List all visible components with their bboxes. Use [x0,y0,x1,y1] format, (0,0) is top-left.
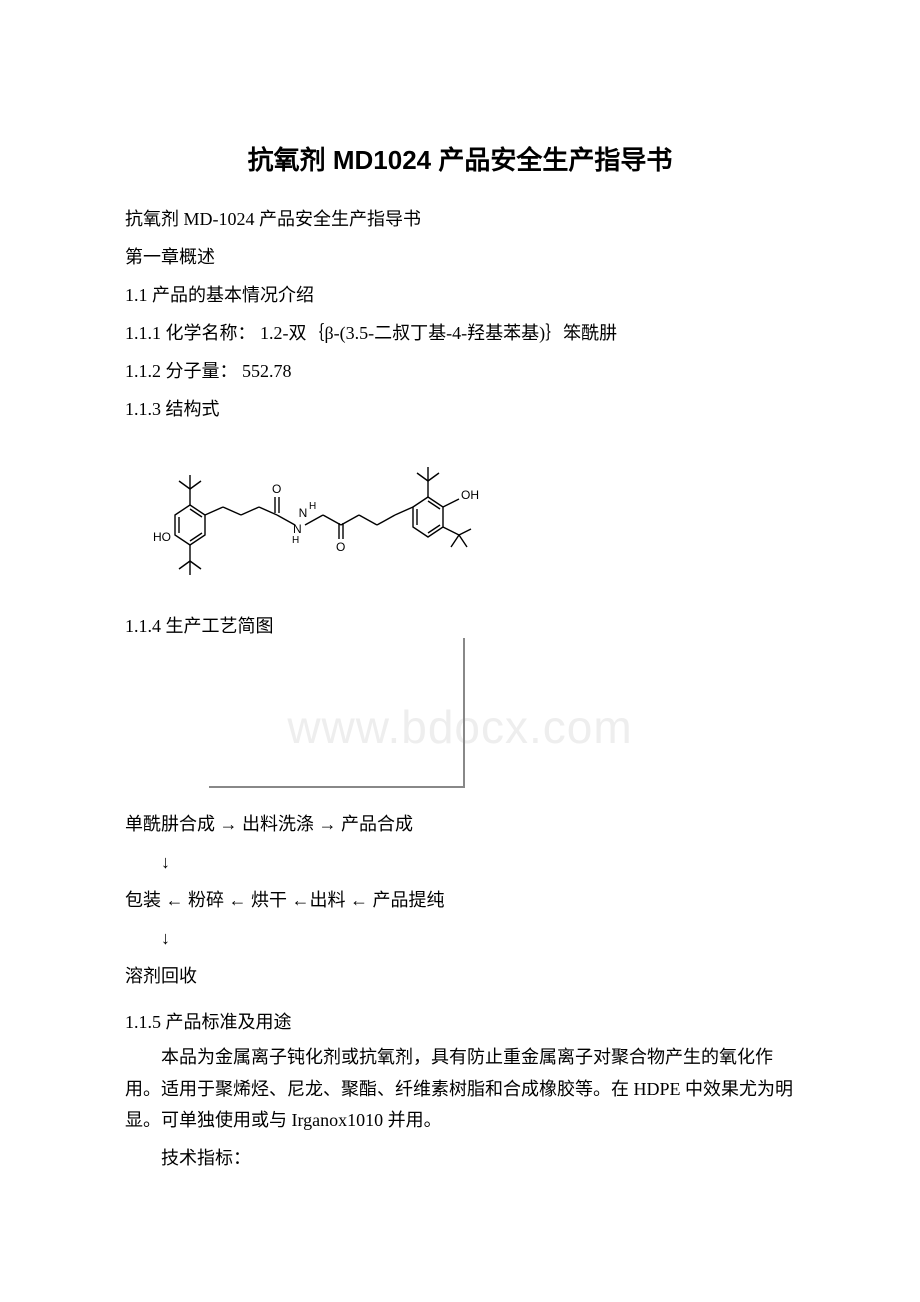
process-line-1: 单酰肼合成 → 出料洗涤 → 产品合成 [125,806,795,842]
label-oh: OH [461,488,479,502]
label-o2: O [336,540,345,554]
chemical-structure-diagram: HO OH O O N N H H [117,437,537,597]
process-arrow-2: ↓ [125,920,795,956]
subtitle-line: 抗氧剂 MD-1024 产品安全生产指导书 [125,201,795,237]
process-arrow-1: ↓ [125,844,795,880]
description-paragraph: 本品为金属离子钝化剂或抗氧剂，具有防止重金属离子对聚合物产生的氧化作用。适用于聚… [125,1042,795,1137]
item-1-1-3: 1.1.3 结构式 [125,391,795,427]
label-h2: H [309,501,316,512]
label-h1: H [292,535,299,546]
process-diagram-box [209,638,465,788]
label-n1: N [293,522,302,536]
page-title: 抗氧剂 MD1024 产品安全生产指导书 [125,140,795,177]
item-1-1-5: 1.1.5 产品标准及用途 [125,1004,795,1040]
document-content: 抗氧剂 MD1024 产品安全生产指导书 抗氧剂 MD-1024 产品安全生产指… [125,140,795,1174]
chapter-heading: 第一章概述 [125,239,795,275]
label-ho: HO [153,530,171,544]
label-n2: N [299,506,308,520]
process-line-2: 包装 ← 粉碎 ← 烘干 ←出料 ← 产品提纯 [125,882,795,918]
spec-heading: 技术指标： [125,1143,795,1175]
section-1-1: 1.1 产品的基本情况介绍 [125,277,795,313]
label-o1: O [272,482,281,496]
item-1-1-1: 1.1.1 化学名称： 1.2-双｛β-(3.5-二叔丁基-4-羟基苯基)｝笨酰… [125,315,795,351]
process-line-3: 溶剂回收 [125,958,795,994]
item-1-1-2: 1.1.2 分子量： 552.78 [125,353,795,389]
